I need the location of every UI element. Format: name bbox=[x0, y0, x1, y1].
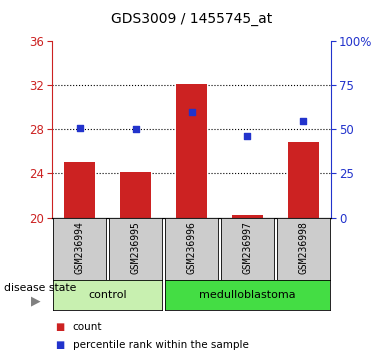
Text: control: control bbox=[88, 290, 127, 300]
Point bbox=[77, 125, 83, 131]
Text: GSM236994: GSM236994 bbox=[75, 221, 85, 274]
Point bbox=[188, 109, 195, 114]
Bar bbox=[288, 142, 319, 218]
Bar bbox=[64, 162, 95, 218]
Text: ▶: ▶ bbox=[31, 294, 40, 307]
Point bbox=[300, 119, 306, 124]
Bar bbox=[176, 84, 207, 218]
Text: disease state: disease state bbox=[4, 283, 76, 293]
Text: medulloblastoma: medulloblastoma bbox=[199, 290, 296, 300]
Text: GSM236998: GSM236998 bbox=[298, 221, 308, 274]
Text: percentile rank within the sample: percentile rank within the sample bbox=[73, 340, 249, 350]
Text: GDS3009 / 1455745_at: GDS3009 / 1455745_at bbox=[111, 12, 272, 27]
Text: ■: ■ bbox=[56, 340, 65, 350]
Text: GSM236995: GSM236995 bbox=[131, 221, 141, 274]
Bar bbox=[120, 172, 151, 218]
Text: count: count bbox=[73, 322, 102, 332]
Bar bbox=[232, 215, 263, 218]
Point bbox=[133, 126, 139, 132]
Text: ■: ■ bbox=[56, 322, 65, 332]
Text: GSM236997: GSM236997 bbox=[242, 221, 252, 274]
Point bbox=[244, 133, 250, 139]
Text: GSM236996: GSM236996 bbox=[187, 221, 196, 274]
